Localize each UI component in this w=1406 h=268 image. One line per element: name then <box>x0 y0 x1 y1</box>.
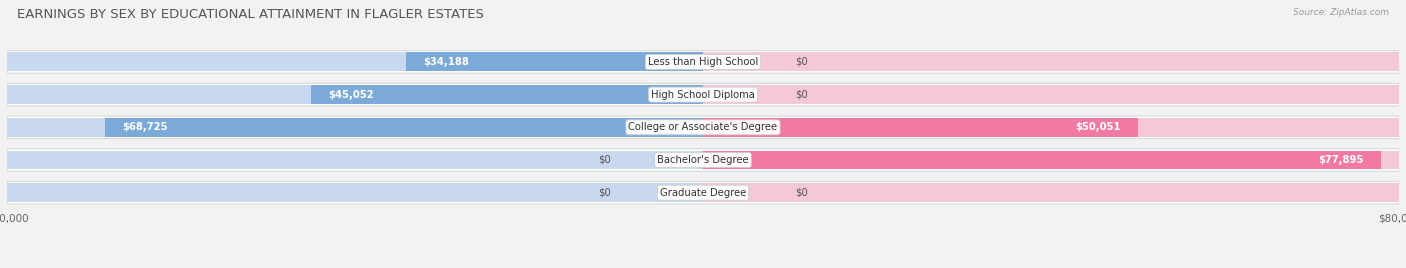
Bar <box>703 85 786 104</box>
Text: $0: $0 <box>598 188 610 198</box>
Bar <box>311 85 703 104</box>
Bar <box>703 151 1381 169</box>
Bar <box>105 118 703 137</box>
FancyBboxPatch shape <box>7 51 1399 73</box>
Text: $68,725: $68,725 <box>122 122 169 132</box>
FancyBboxPatch shape <box>7 83 1399 106</box>
Text: Less than High School: Less than High School <box>648 57 758 67</box>
Bar <box>7 151 703 169</box>
FancyBboxPatch shape <box>7 116 1399 139</box>
Bar <box>703 151 1399 169</box>
Bar <box>405 53 703 71</box>
Text: Source: ZipAtlas.com: Source: ZipAtlas.com <box>1294 8 1389 17</box>
Bar <box>703 118 1399 137</box>
Text: College or Associate's Degree: College or Associate's Degree <box>628 122 778 132</box>
Bar <box>620 183 703 202</box>
Text: Bachelor's Degree: Bachelor's Degree <box>657 155 749 165</box>
FancyBboxPatch shape <box>7 181 1399 204</box>
Text: $0: $0 <box>598 155 610 165</box>
Text: $45,052: $45,052 <box>329 90 374 100</box>
Bar <box>7 183 703 202</box>
Bar <box>703 85 1399 104</box>
Bar <box>703 118 1139 137</box>
Text: $0: $0 <box>796 57 808 67</box>
Bar <box>703 183 786 202</box>
Text: $50,051: $50,051 <box>1076 122 1121 132</box>
Text: High School Diploma: High School Diploma <box>651 90 755 100</box>
Bar <box>703 183 1399 202</box>
Bar <box>703 53 786 71</box>
Text: $0: $0 <box>796 90 808 100</box>
FancyBboxPatch shape <box>7 149 1399 171</box>
Text: Graduate Degree: Graduate Degree <box>659 188 747 198</box>
Bar <box>703 53 1399 71</box>
Bar <box>620 151 703 169</box>
Bar <box>7 85 703 104</box>
Text: $34,188: $34,188 <box>423 57 468 67</box>
Text: $0: $0 <box>796 188 808 198</box>
Text: EARNINGS BY SEX BY EDUCATIONAL ATTAINMENT IN FLAGLER ESTATES: EARNINGS BY SEX BY EDUCATIONAL ATTAINMEN… <box>17 8 484 21</box>
Text: $77,895: $77,895 <box>1317 155 1364 165</box>
Bar <box>7 53 703 71</box>
Bar <box>7 118 703 137</box>
